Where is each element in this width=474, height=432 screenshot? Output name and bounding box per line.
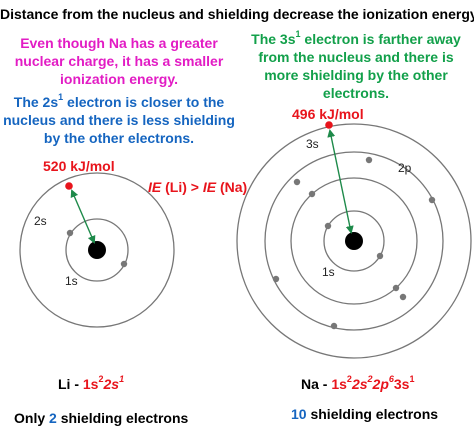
na-electron-2p-f	[399, 293, 407, 301]
li-label-1s: 1s	[65, 274, 78, 288]
li-electron-configuration: Li - 1s22s1	[58, 374, 125, 392]
na-shell-2s	[290, 177, 418, 305]
li-2s-line-3: by the other electrons.	[43, 130, 195, 146]
page-title: Distance from the nucleus and shielding …	[0, 6, 474, 22]
na-3s-line-1: The 3s1 electron is farther away	[251, 29, 461, 47]
na-electron-1s-a	[324, 222, 332, 230]
na-config-2s: 2s2	[351, 374, 373, 392]
na-nucleus	[345, 232, 363, 250]
na-charge-note: Even though Na has a greater nuclear cha…	[0, 34, 238, 88]
li-nucleus	[88, 241, 106, 259]
na-config-3s: 3s1	[393, 374, 415, 392]
na-config-2p: 2p6	[372, 374, 394, 392]
li-electron-1s-a	[66, 229, 74, 237]
li-2s-line-1: The 2s1 electron is closer to the	[13, 92, 225, 110]
na-atom: 3s 2p 1s	[236, 121, 472, 359]
li-shielding-count: Only 2 shielding electrons	[14, 410, 189, 426]
na-3s-note: The 3s1 electron is farther away from th…	[238, 30, 474, 102]
na-electron-2p-b	[365, 156, 373, 164]
na-electron-2s-a	[308, 190, 316, 198]
na-shell-1s	[323, 210, 385, 272]
li-shell-2s	[19, 172, 175, 328]
na-charge-line-1: Even though Na has a greater	[20, 35, 218, 51]
na-config-1s: 1s2	[331, 374, 352, 392]
na-label-3s: 3s	[306, 137, 319, 151]
li-config-1s: 1s2	[82, 374, 104, 392]
na-ionization-energy: 496 kJ/mol	[292, 106, 364, 122]
na-electron-configuration: Na - 1s22s22p63s1	[301, 374, 415, 392]
li-2s-note: The 2s1 electron is closer to the nucleu…	[0, 93, 238, 147]
na-label-2p: 2p	[398, 161, 412, 175]
na-electron-2p-a	[293, 178, 301, 186]
ie-comparison: IE (Li) > IE (Na)	[148, 179, 248, 195]
li-ionization-energy: 520 kJ/mol	[43, 158, 115, 174]
li-electron-1s-b	[120, 260, 128, 268]
na-distance-arrow	[327, 129, 354, 234]
na-electron-2s-b	[392, 284, 400, 292]
na-electron-2p-e	[330, 322, 338, 330]
li-label-2s: 2s	[34, 214, 47, 228]
na-charge-line-2: nuclear charge, it has a smaller	[14, 53, 224, 69]
na-charge-line-3: ionization energy.	[60, 71, 178, 87]
na-shielding-count: 10 shielding electrons	[291, 406, 439, 422]
li-atom: 2s 1s	[19, 172, 175, 328]
li-distance-arrow	[70, 189, 96, 244]
na-shell-3s	[236, 123, 472, 359]
na-shell-2p	[264, 151, 444, 331]
li-shell-1s	[65, 218, 129, 282]
na-3s-line-3: more shielding by the other	[264, 67, 448, 83]
li-2s-line-2: nucleus and there is less shielding	[3, 112, 235, 128]
li-valence-electron	[65, 182, 73, 190]
na-3s-line-2: from the nucleus and there is	[258, 49, 454, 65]
na-electron-2p-d	[272, 275, 280, 283]
li-config-2s: 2s1	[103, 374, 125, 392]
na-electron-2p-c	[428, 196, 436, 204]
na-valence-electron	[325, 121, 333, 129]
na-3s-line-4: electrons.	[322, 85, 390, 101]
na-label-1s: 1s	[322, 265, 335, 279]
na-electron-1s-b	[376, 252, 384, 260]
